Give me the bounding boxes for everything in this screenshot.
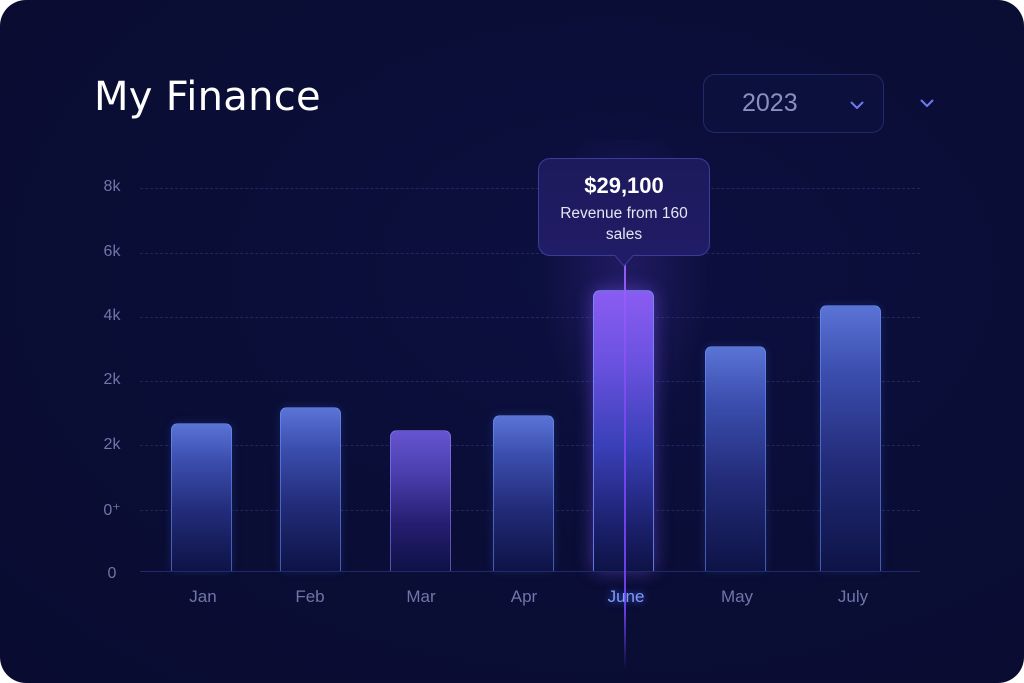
x-axis-line (140, 571, 920, 572)
x-tick-label: Apr (510, 587, 538, 606)
y-tick-label: 4k (103, 307, 121, 324)
x-tick-label: Feb (295, 587, 325, 606)
chevron-down-icon (920, 99, 934, 107)
y-tick-label: 0⁺ (103, 502, 121, 519)
grid-line (140, 381, 920, 382)
chevron-down-icon (850, 101, 864, 109)
x-tick-label: Jan (189, 587, 217, 606)
y-tick-label: 2k (103, 436, 121, 453)
bar-apr[interactable] (493, 415, 554, 571)
tooltip-pointer (615, 255, 633, 267)
y-tick-label: 8k (103, 178, 121, 195)
x-tick-label: Mar (406, 587, 436, 606)
bar-july[interactable] (820, 305, 881, 571)
year-dropdown[interactable]: 2023 (703, 74, 884, 133)
bar-june[interactable] (593, 290, 654, 571)
expand-toggle-button[interactable] (910, 88, 944, 118)
grid-line (140, 317, 920, 318)
bar-tooltip: $29,100 Revenue from 160 sales (538, 158, 710, 256)
bar-jan[interactable] (171, 423, 232, 571)
y-tick-label: 6k (103, 243, 121, 260)
x-tick-label: May (720, 587, 754, 606)
x-tick-label-active: June (607, 587, 645, 606)
tooltip-description: Revenue from 160 sales (560, 205, 688, 243)
grid-line (140, 188, 920, 189)
y-tick-label: 2k (103, 371, 121, 388)
grid-line (140, 253, 920, 254)
year-value: 2023 (742, 89, 798, 117)
bar-feb[interactable] (280, 407, 341, 571)
hover-cursor-line (624, 262, 626, 670)
tooltip-amount: $29,100 (584, 173, 664, 198)
y-tick-label: 0 (107, 565, 117, 582)
bar-may[interactable] (705, 346, 766, 571)
bar-mar[interactable] (390, 430, 451, 571)
x-tick-label: July (837, 587, 869, 606)
page-title: My Finance (94, 74, 321, 120)
